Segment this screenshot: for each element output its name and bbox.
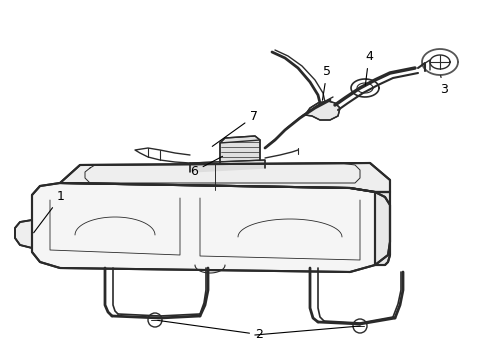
Text: 7: 7: [212, 110, 258, 147]
Text: 2: 2: [158, 320, 263, 341]
Polygon shape: [32, 183, 390, 272]
Text: 4: 4: [365, 50, 373, 85]
Polygon shape: [375, 192, 390, 265]
Polygon shape: [220, 136, 260, 163]
Text: 5: 5: [322, 65, 331, 100]
Text: 3: 3: [440, 76, 448, 96]
Polygon shape: [305, 101, 340, 120]
Polygon shape: [60, 163, 390, 192]
Polygon shape: [15, 220, 32, 248]
Polygon shape: [190, 160, 265, 172]
Text: 1: 1: [34, 190, 65, 233]
Text: 6: 6: [190, 156, 222, 178]
